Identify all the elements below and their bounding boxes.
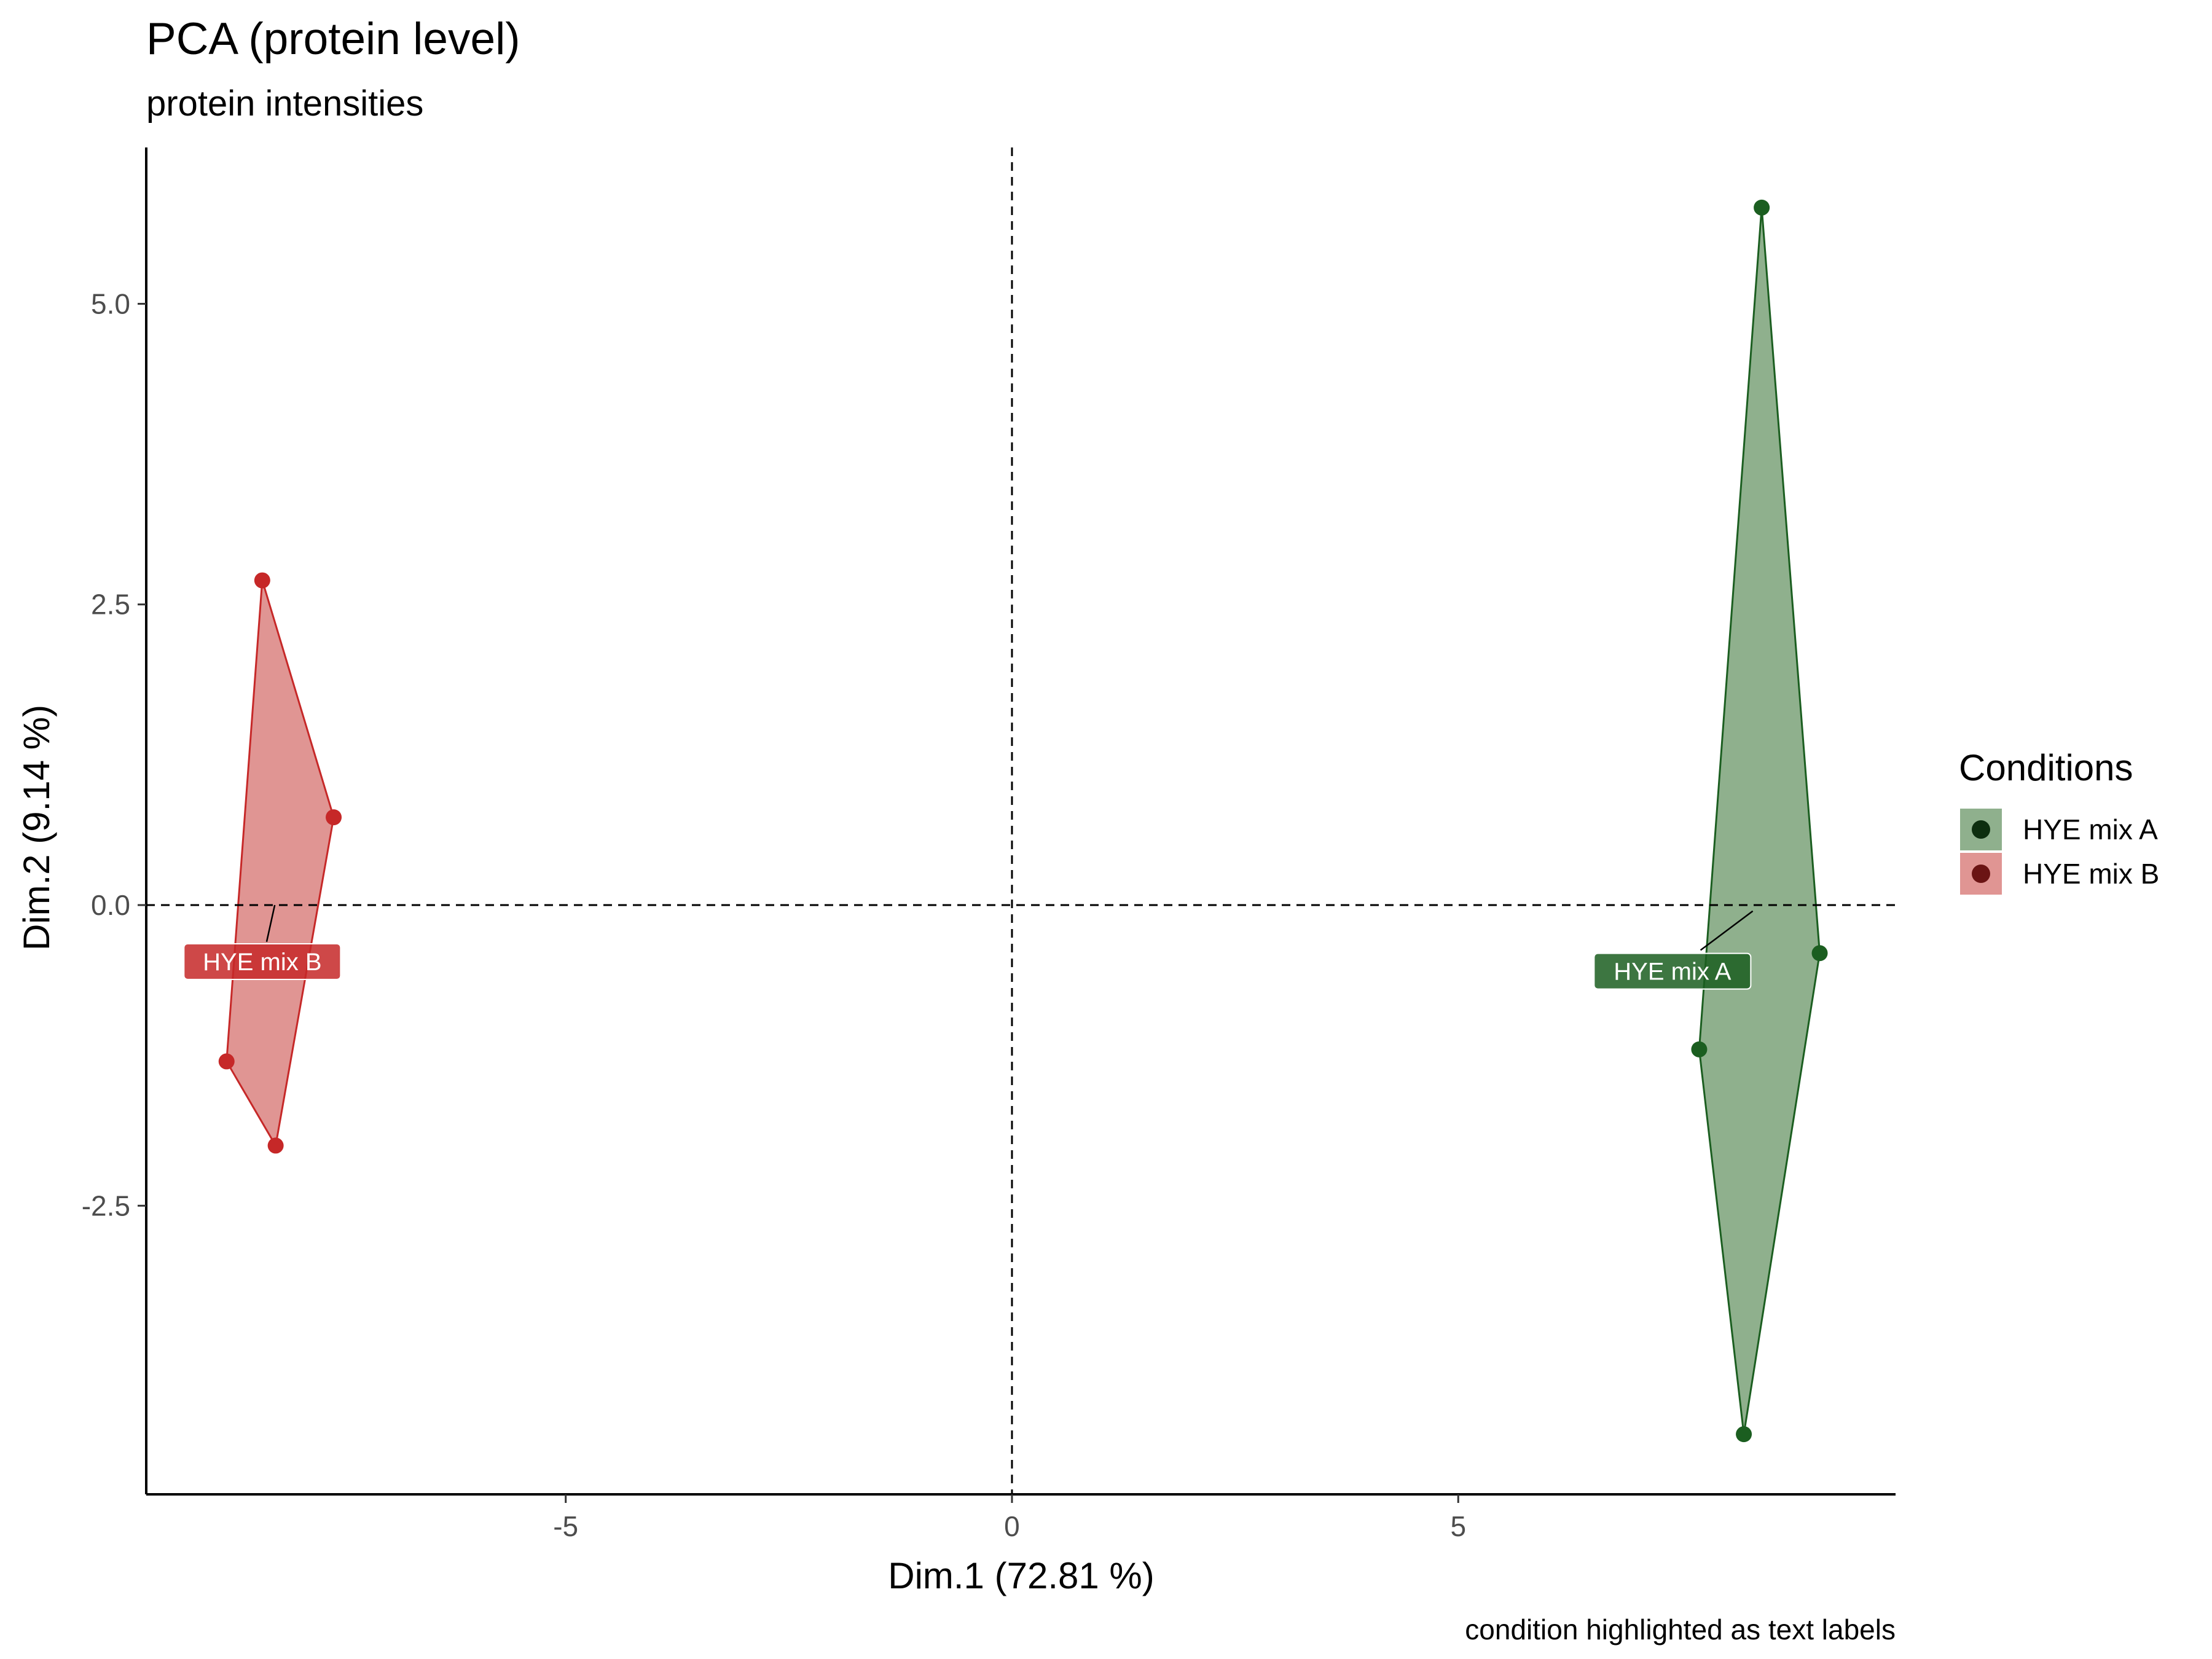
legend-dot-hye-mix-a [1972, 820, 1990, 839]
chart-title: PCA (protein level) [146, 14, 520, 64]
legend: Conditions HYE mix A HYE mix B [1959, 747, 2159, 895]
y-tick-label: 0.0 [91, 889, 130, 921]
point-hye-mix-b-1 [254, 572, 270, 589]
label-box-hye-mix-a [1593, 952, 1752, 990]
hull-hye-mix-a [1698, 207, 1821, 1435]
point-hye-mix-b-4 [267, 1137, 284, 1154]
chart-subtitle: protein intensities [146, 84, 423, 124]
x-tick-label: 0 [1004, 1510, 1020, 1542]
legend-dot-hye-mix-b [1972, 865, 1990, 883]
x-tick-label: -5 [553, 1510, 578, 1542]
legend-title: Conditions [1959, 747, 2133, 788]
plot-area: HYE mix A HYE mix B -5 0 5 -2.5 0.0 2.5 5.0 [82, 147, 1896, 1542]
y-tick-label: 2.5 [91, 589, 130, 621]
point-hye-mix-b-3 [218, 1053, 235, 1070]
label-leader-hye-mix-a [1700, 910, 1754, 951]
label-text-hye-mix-a: HYE mix A [1614, 959, 1731, 986]
label-box-hye-mix-b [183, 943, 342, 980]
x-tick-label: 5 [1450, 1510, 1466, 1542]
chart-caption: condition highlighted as text labels [1465, 1614, 1896, 1645]
point-hye-mix-a-2 [1811, 945, 1828, 962]
point-hye-mix-b-2 [326, 809, 342, 826]
label-leader-hye-mix-b [265, 904, 276, 943]
legend-label-hye-mix-a: HYE mix A [2023, 814, 2158, 845]
x-axis-title: Dim.1 (72.81 %) [888, 1555, 1154, 1596]
point-hye-mix-a-4 [1691, 1041, 1708, 1057]
point-hye-mix-a-1 [1754, 199, 1770, 216]
y-axis-title: Dim.2 (9.14 %) [16, 705, 57, 951]
hull-hye-mix-b [226, 580, 335, 1148]
point-hye-mix-a-3 [1736, 1426, 1752, 1443]
y-tick-label: 5.0 [91, 288, 130, 320]
legend-label-hye-mix-b: HYE mix B [2023, 858, 2159, 890]
y-tick-label: -2.5 [82, 1190, 130, 1222]
label-text-hye-mix-b: HYE mix B [203, 949, 321, 976]
